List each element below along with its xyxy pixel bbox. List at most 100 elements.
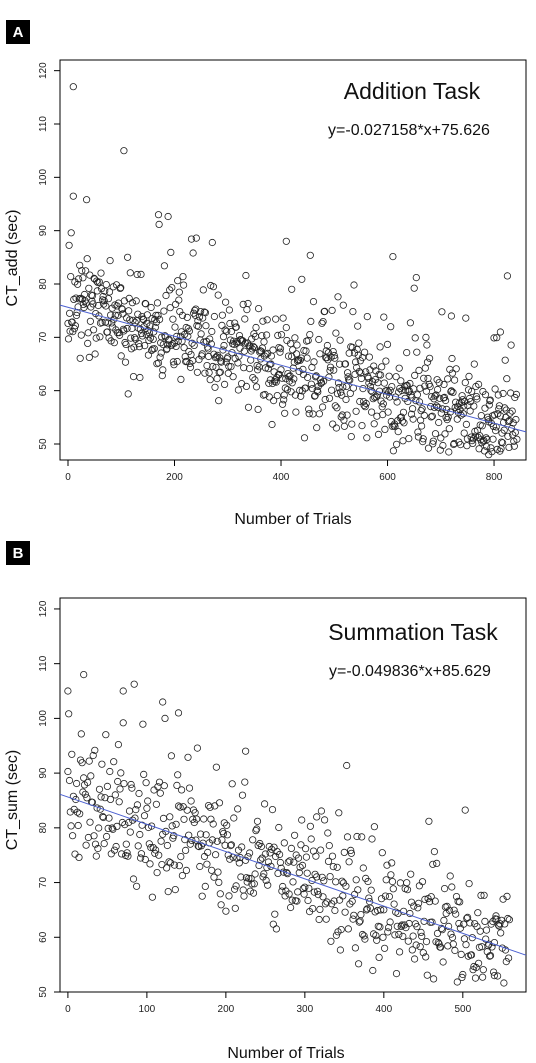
data-point	[124, 253, 132, 261]
data-point	[185, 327, 193, 335]
data-point	[129, 875, 138, 883]
data-point	[173, 357, 181, 366]
data-point	[329, 347, 337, 356]
data-point	[202, 322, 210, 330]
data-point	[83, 196, 91, 204]
data-point	[446, 872, 454, 880]
data-point	[95, 785, 104, 793]
data-point	[121, 338, 129, 347]
data-point	[91, 840, 100, 848]
data-point	[413, 922, 421, 931]
data-point	[447, 312, 455, 320]
y-tick-label: 120	[38, 62, 49, 79]
data-point	[430, 847, 438, 856]
data-point	[497, 445, 505, 453]
data-point	[261, 850, 269, 858]
data-point	[305, 410, 313, 418]
data-point	[360, 401, 368, 409]
data-point	[352, 407, 360, 415]
data-point	[210, 350, 218, 358]
data-point	[284, 352, 293, 360]
data-point	[147, 303, 155, 312]
data-point	[231, 885, 239, 893]
data-point	[449, 940, 457, 948]
data-point	[90, 274, 98, 282]
data-point	[422, 937, 431, 946]
data-point	[372, 931, 380, 940]
data-point	[303, 373, 312, 382]
data-point	[114, 740, 123, 749]
data-point	[398, 921, 406, 929]
data-point	[399, 932, 407, 941]
data-point	[395, 948, 404, 956]
data-point	[403, 348, 411, 357]
data-point	[66, 309, 74, 317]
data-point	[280, 839, 288, 847]
data-point	[288, 285, 296, 293]
data-point	[513, 435, 521, 443]
data-point	[277, 864, 285, 872]
data-point	[291, 391, 299, 399]
data-point	[482, 442, 491, 451]
data-point	[136, 373, 144, 382]
data-point	[187, 797, 195, 805]
data-point	[449, 388, 457, 396]
data-point	[69, 192, 77, 200]
data-point	[313, 887, 322, 895]
data-point	[450, 906, 458, 914]
data-point	[141, 855, 149, 864]
panel-a-letter: A	[13, 24, 24, 41]
data-point	[120, 147, 128, 155]
data-point	[407, 870, 415, 878]
data-point	[362, 368, 370, 376]
data-point	[358, 421, 366, 430]
data-point	[486, 951, 495, 960]
data-point	[255, 304, 263, 313]
data-point	[503, 375, 511, 383]
data-point	[177, 852, 185, 861]
data-point	[210, 873, 218, 881]
data-point	[136, 325, 144, 333]
data-point	[193, 321, 201, 330]
data-point	[354, 322, 362, 330]
data-point	[123, 324, 131, 333]
data-point	[419, 435, 427, 443]
data-point	[154, 783, 162, 791]
data-point	[418, 405, 426, 413]
data-point	[215, 799, 224, 807]
data-point	[195, 355, 203, 364]
data-point	[257, 842, 265, 851]
data-point	[358, 833, 366, 841]
data-point	[210, 312, 218, 321]
data-point	[319, 317, 327, 326]
data-point	[385, 372, 393, 380]
data-point	[77, 331, 85, 339]
data-point	[365, 379, 373, 387]
data-point	[262, 331, 271, 339]
data-point	[162, 827, 170, 836]
y-tick-label: 60	[38, 385, 49, 397]
data-point	[77, 294, 85, 302]
data-point	[470, 402, 478, 410]
data-point	[379, 400, 387, 408]
data-point	[325, 841, 333, 850]
data-point	[236, 344, 244, 352]
data-point	[211, 353, 220, 362]
data-point	[153, 299, 162, 307]
data-point	[301, 845, 310, 853]
data-point	[452, 910, 460, 918]
data-point	[274, 869, 282, 878]
data-point	[289, 878, 297, 886]
data-point	[413, 391, 421, 399]
data-point	[500, 426, 508, 434]
data-point	[437, 943, 445, 951]
data-point	[425, 898, 434, 906]
data-point	[130, 343, 138, 351]
data-point	[177, 375, 185, 383]
data-point	[482, 434, 490, 442]
data-point	[193, 815, 201, 823]
data-point	[496, 920, 504, 928]
data-point	[297, 841, 305, 849]
data-point	[222, 298, 230, 306]
data-point	[288, 896, 296, 904]
